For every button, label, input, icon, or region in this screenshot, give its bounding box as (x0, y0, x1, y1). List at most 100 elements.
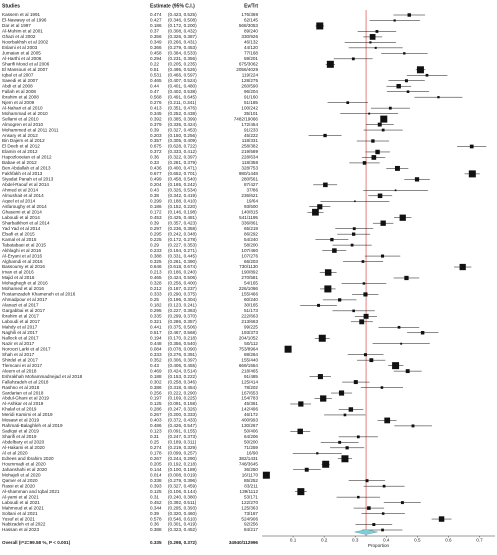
events-text: 7482/19066 (234, 116, 259, 121)
events-text: 222/663 (241, 314, 258, 319)
study-name: Al-Muhim et al 2001 (2, 29, 43, 34)
estimate-text: 0.172 (150, 209, 162, 214)
study-name: Al-Ashkar et al 2019 (2, 401, 44, 406)
study-name: Meridi Kamimi et al 2019 (2, 412, 53, 417)
estimate-text: 0.345 (150, 111, 162, 116)
study-name: Iman et al 2016 (2, 270, 34, 275)
ci-text: (0.099, 0.257) (168, 451, 197, 456)
ci-text: (0.400, 0.471) (168, 166, 197, 171)
ci-text: (0.318, 0.454) (168, 385, 197, 390)
estimate-square (380, 220, 386, 226)
events-text: 753/8964 (239, 346, 259, 351)
study-name: Ibrahim et al 2008 (2, 94, 39, 99)
study-name: Hapozlooeian et al 2012 (2, 155, 52, 160)
ci-text: (0.290, 0.375) (168, 292, 197, 297)
ci-text: (0.279, 0.396) (168, 478, 197, 483)
estimate-text: 0.25 (150, 440, 159, 445)
ci-text: (0.192, 0.218) (168, 461, 197, 466)
events-text: 86/292 (244, 231, 258, 236)
header-estimate: Estimate (95% C.I.) (150, 3, 195, 9)
ci-text: (0.196, 0.304) (168, 297, 197, 302)
estimate-text: 0.25 (150, 297, 159, 302)
estimate-text: 0.413 (150, 105, 162, 110)
ci-text: (0.333, 0.412) (168, 149, 197, 154)
study-name: Soltani et al 2021 (2, 511, 38, 516)
ci-text: (0.423, 0.525) (168, 12, 197, 17)
estimate-square (397, 325, 401, 329)
study-name: Aqeel et al 2014 (2, 198, 36, 203)
estimate-text: 0.123 (150, 429, 162, 434)
events-text: 50/406 (244, 429, 258, 434)
estimate-square (414, 177, 420, 182)
ci-text: (0.308, 0.432) (168, 29, 197, 34)
estimate-text: 0.31 (150, 434, 159, 439)
ci-text: (0.227, 0.363) (168, 308, 197, 313)
events-text: 44/120 (244, 45, 258, 50)
study-name: Ghazi et al 2002 (2, 34, 36, 39)
estimate-square (297, 488, 305, 496)
study-name: Al-shamman and Iqbal 2021 (2, 489, 60, 494)
estimate-square (317, 204, 323, 210)
study-name: Mohaghegh et al 2016 (2, 281, 48, 286)
estimate-text: 0.302 (150, 379, 162, 384)
study-name: Shirdel et al 2017 (2, 357, 38, 362)
estimate-text: 0.178 (150, 451, 162, 456)
ci-text: (0.424, 0.514) (168, 368, 197, 373)
events-text: 88/264 (244, 352, 258, 357)
header-events: Ev/Trt (244, 3, 258, 9)
study-name: Al et al 2020 (2, 451, 28, 456)
estimate-text: 0.294 (150, 56, 162, 61)
estimate-square (324, 285, 332, 293)
estimate-square (437, 96, 440, 99)
estimate-text: 0.47 (150, 89, 159, 94)
study-name: Mohamed et al 2016 (2, 286, 44, 291)
events-text: 60/240 (244, 297, 258, 302)
study-name: Laboudi et al 2021 (2, 500, 40, 505)
events-text: 541/1195 (239, 215, 258, 220)
estimate-text: 0.39 (150, 511, 159, 516)
events-text: 128/275 (241, 78, 258, 83)
estimate-text: 0.014 (150, 472, 162, 477)
study-name: Saeedi et al 2007 (2, 78, 38, 83)
ci-text: (0.372, 0.433) (168, 418, 197, 423)
events-text: 226/1066 (239, 286, 259, 291)
ci-text: (0.150, 0.256) (168, 133, 197, 138)
study-name: Asfaroughy et al 2014 (2, 204, 47, 209)
estimate-square (323, 182, 328, 188)
ci-text: (0.227, 0.353) (168, 242, 197, 247)
ci-text: (0.495, 0.526) (168, 67, 197, 72)
estimate-text: 0.36 (150, 522, 159, 527)
ci-text: (0.326, 0.534) (168, 188, 197, 193)
estimate-square (312, 208, 319, 216)
estimate-square (371, 139, 375, 143)
estimate-text: 0.144 (150, 467, 162, 472)
events-text: 2056/4029 (236, 67, 258, 72)
ci-text: (0.322, 0.397) (168, 155, 197, 160)
ci-text: (0.187, 0.237) (168, 286, 197, 291)
study-name: Kamal et al 2015 (2, 237, 37, 242)
events-text: 219/589 (241, 149, 258, 154)
ci-text: (0.295, 0.393) (168, 505, 197, 510)
estimate-square (354, 200, 356, 203)
ci-text: (0.628, 0.722) (168, 144, 197, 149)
ci-text: (0.392, 0.511) (168, 500, 197, 505)
estimate-square (352, 227, 356, 231)
estimate-text: 0.469 (150, 368, 162, 373)
ci-text: (0.467, 0.568) (168, 330, 197, 335)
ci-text: (0.211, 0.341) (168, 100, 197, 105)
ci-text: (0.331, 0.445) (168, 253, 197, 258)
estimate-text: 0.335 (150, 314, 162, 319)
events-text: 139/1112 (240, 489, 259, 494)
study-name: Shah et al 2017 (2, 352, 35, 357)
study-name: Mohammed et al 2011 2011 (2, 127, 59, 132)
estimate-text: 0.51 (150, 67, 159, 72)
estimate-text: 0.393 (150, 483, 162, 488)
study-name: Abdelbary et al 2020 (2, 440, 45, 445)
estimate-text: 0.436 (150, 166, 162, 171)
estimate-square (400, 342, 403, 345)
estimate-text: 0.379 (150, 122, 162, 127)
study-name: Ansary et al 2012 (2, 133, 38, 138)
study-name: Fallah et al 2008 (2, 89, 36, 94)
ci-text: (0.346, 0.508) (168, 18, 197, 23)
